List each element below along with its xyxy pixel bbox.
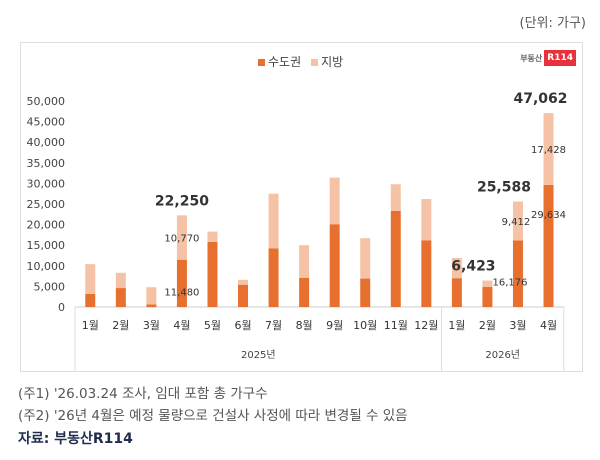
segment-label-capital: 16,176 <box>492 278 527 289</box>
source: 자료: 부동산R114 <box>18 431 133 447</box>
bar-local <box>421 199 432 241</box>
y-tick-label: 15,000 <box>27 239 66 252</box>
bar-capital <box>390 211 401 307</box>
bar-local <box>238 279 249 285</box>
bar-capital <box>146 304 157 307</box>
bar-local <box>482 280 493 287</box>
y-tick-label: 30,000 <box>27 177 66 190</box>
x-tick-label: 2월 <box>112 319 129 332</box>
legend-item-capital: 수도권 <box>258 53 301 70</box>
total-label: 47,062 <box>514 91 568 107</box>
x-tick-label: 6월 <box>234 319 251 332</box>
bar-capital <box>299 277 310 307</box>
bar-capital <box>451 278 462 307</box>
segment-label-capital: 29,634 <box>531 210 566 221</box>
x-tick-label: 10월 <box>353 319 377 332</box>
x-tick-label: 12월 <box>414 319 438 332</box>
note-1: (주1) '26.03.24 조사, 임대 포함 총 가구수 <box>18 386 268 402</box>
segment-label-local: 17,428 <box>531 145 566 156</box>
logo-text: 부동산 <box>520 53 543 63</box>
bar-capital <box>115 288 126 307</box>
year-label: 2025년 <box>241 349 276 361</box>
x-tick-label: 7월 <box>265 319 282 332</box>
bar-capital <box>85 293 96 307</box>
total-label: 25,588 <box>477 180 531 196</box>
bar-capital <box>268 248 279 307</box>
logo-badge: R114 <box>544 50 576 66</box>
bar-capital <box>176 259 187 307</box>
x-tick-label: 1월 <box>448 319 465 332</box>
bar-capital <box>360 278 371 307</box>
x-tick-label: 11월 <box>384 319 408 332</box>
x-tick-label: 3월 <box>509 319 526 332</box>
segment-label-local: 10,770 <box>164 234 199 245</box>
bar-local <box>360 238 371 279</box>
bar-capital <box>329 224 340 307</box>
bar-capital <box>482 286 493 307</box>
bar-local <box>85 264 96 294</box>
bar-capital <box>421 240 432 307</box>
y-tick-label: 5,000 <box>34 280 66 293</box>
total-label: 22,250 <box>155 193 209 209</box>
bar-capital <box>238 284 249 307</box>
bar-local <box>176 215 187 260</box>
legend-label: 수도권 <box>268 55 302 69</box>
bar-capital <box>512 240 523 307</box>
y-tick-label: 40,000 <box>27 136 66 149</box>
y-tick-label: 0 <box>58 301 65 314</box>
bar-local <box>451 257 462 279</box>
year-label: 2026년 <box>485 349 520 361</box>
segment-label-local: 9,412 <box>502 217 531 228</box>
x-tick-label: 9월 <box>326 319 343 332</box>
legend-label: 지방 <box>321 55 344 69</box>
note-2: (주2) '26년 4월은 예정 물량으로 건설사 사정에 따라 변경될 수 있… <box>18 408 408 424</box>
total-label: 6,423 <box>451 259 495 275</box>
bar-local <box>115 272 126 289</box>
x-tick-label: 5월 <box>204 319 221 332</box>
bar-local <box>512 201 523 241</box>
bar-local <box>207 231 218 242</box>
y-tick-label: 50,000 <box>27 95 66 108</box>
bar-local <box>390 184 401 212</box>
x-tick-label: 1월 <box>82 319 99 332</box>
bar-local <box>268 193 279 249</box>
bar-local <box>146 287 157 305</box>
y-tick-label: 25,000 <box>27 198 66 211</box>
y-tick-label: 20,000 <box>27 219 66 232</box>
bar-capital <box>207 241 218 307</box>
chart-frame <box>20 42 583 372</box>
bar-local <box>543 113 554 185</box>
r114-logo: 부동산 R114 <box>520 50 576 66</box>
y-tick-label: 35,000 <box>27 157 66 170</box>
y-tick-label: 45,000 <box>27 116 66 129</box>
bar-capital <box>543 184 554 307</box>
legend-item-local: 지방 <box>311 53 343 70</box>
x-tick-label: 8월 <box>296 319 313 332</box>
bar-local <box>329 177 340 225</box>
segment-label-capital: 11,480 <box>164 287 199 298</box>
legend: 수도권 지방 <box>258 53 343 70</box>
bar-local <box>299 245 310 278</box>
x-tick-label: 4월 <box>173 319 190 332</box>
unit-label: (단위: 가구) <box>519 16 587 31</box>
x-tick-label: 4월 <box>540 319 557 332</box>
y-tick-label: 10,000 <box>27 260 66 273</box>
x-tick-label: 2월 <box>479 319 496 332</box>
x-tick-label: 3월 <box>143 319 160 332</box>
